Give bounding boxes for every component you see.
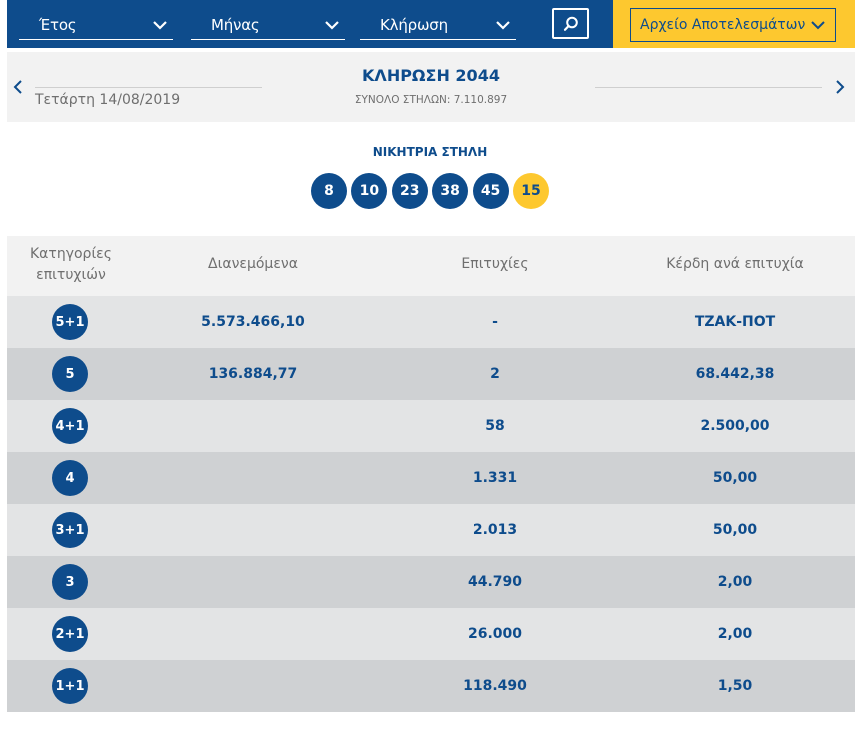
results-table: Κατηγορίες επιτυχιών Διανεμόμενα Επιτυχί… [7,236,855,712]
category-badge: 3+1 [52,512,88,548]
successes-value: 58 [485,418,505,434]
chevron-down-icon [811,21,825,30]
successes-value: 2.013 [472,522,518,538]
distributed-value [155,660,351,712]
category-badge: 4 [52,460,88,496]
winning-number: 23 [391,173,428,209]
prize-value: 2.500,00 [700,418,770,434]
header-distributed: Διανεμόμενα [208,256,298,272]
draw-header: Τετάρτη 14/08/2019 ΚΛΗΡΩΣΗ 2044 ΣΥΝΟΛΟ Σ… [7,52,855,122]
total-columns: ΣΥΝΟΛΟ ΣΤΗΛΩΝ: 7.110.897 [354,94,508,106]
draw-select[interactable]: Κλήρωση [360,10,516,40]
search-icon [563,16,578,31]
table-row: 4+1 58 2.500,00 [7,400,855,452]
prize-value: ΤΖΑΚ-ΠΟΤ [694,314,776,330]
prize-value: 68.442,38 [695,366,775,382]
successes-value: - [492,314,498,330]
prize-value: 2,00 [717,574,753,590]
draw-select-label: Κλήρωση [380,15,448,34]
archive-dropdown[interactable]: Αρχείο Αποτελεσμάτων [630,8,836,42]
winning-number: 8 [311,173,347,209]
category-badge: 2+1 [52,616,88,652]
draw-date: Τετάρτη 14/08/2019 [35,92,181,108]
category-badge: 5 [52,356,88,392]
category-badge: 1+1 [52,668,88,704]
table-header: Κατηγορίες επιτυχιών Διανεμόμενα Επιτυχί… [7,236,855,296]
month-select[interactable]: Μήνας [191,10,345,40]
winning-column-title: ΝΙΚΗΤΡΙΑ ΣΤΗΛΗ [372,145,488,159]
chevron-down-icon [496,21,510,30]
filter-bar: Έτος Μήνας Κλήρωση Αρχείο Αποτελεσμάτων [7,0,855,48]
successes-value: 2 [490,366,500,382]
prize-value: 50,00 [712,522,758,538]
winning-number: 10 [351,173,388,209]
table-row: 5+1 5.573.466,10 - ΤΖΑΚ-ΠΟΤ [7,296,855,348]
search-button[interactable] [552,8,589,39]
table-row: 5 136.884,77 2 68.442,38 [7,348,855,400]
draw-title: ΚΛΗΡΩΣΗ 2044 [362,66,500,85]
category-badge: 3 [52,564,88,600]
successes-value: 118.490 [463,678,527,694]
distributed-value [155,556,351,608]
header-category: Κατηγορίες επιτυχιών [30,246,112,283]
year-select-label: Έτος [39,15,77,34]
divider-line-right [595,87,822,88]
archive-label: Αρχείο Αποτελεσμάτων [640,17,806,33]
winning-number: 38 [432,173,469,209]
distributed-value [155,504,351,556]
next-draw-arrow-icon[interactable] [832,77,848,97]
distributed-value: 136.884,77 [208,366,298,382]
table-row: 3 44.790 2,00 [7,556,855,608]
category-badge: 5+1 [52,304,88,340]
successes-value: 44.790 [467,574,523,590]
prize-value: 50,00 [712,470,758,486]
winning-number: 45 [472,173,509,209]
prize-value: 2,00 [717,626,753,642]
divider-line-left [35,87,262,88]
successes-value: 26.000 [467,626,523,642]
winning-numbers: 8 10 23 38 45 15 [311,173,553,209]
successes-value: 1.331 [472,470,518,486]
table-row: 2+1 26.000 2,00 [7,608,855,660]
table-row: 3+1 2.013 50,00 [7,504,855,556]
table-row: 1+1 118.490 1,50 [7,660,855,712]
distributed-value [155,452,351,504]
previous-draw-arrow-icon[interactable] [10,77,26,97]
month-select-label: Μήνας [211,15,260,34]
chevron-down-icon [325,21,339,30]
distributed-value [155,400,351,452]
prize-value: 1,50 [717,678,753,694]
table-row: 4 1.331 50,00 [7,452,855,504]
header-prize: Κέρδη ανά επιτυχία [666,256,804,272]
archive-area: Αρχείο Αποτελεσμάτων [613,0,855,48]
year-select[interactable]: Έτος [19,10,173,40]
joker-number: 15 [512,173,549,209]
header-successes: Επιτυχίες [461,256,529,272]
chevron-down-icon [153,21,167,30]
distributed-value [155,608,351,660]
distributed-value: 5.573.466,10 [201,314,305,330]
category-badge: 4+1 [52,408,88,444]
